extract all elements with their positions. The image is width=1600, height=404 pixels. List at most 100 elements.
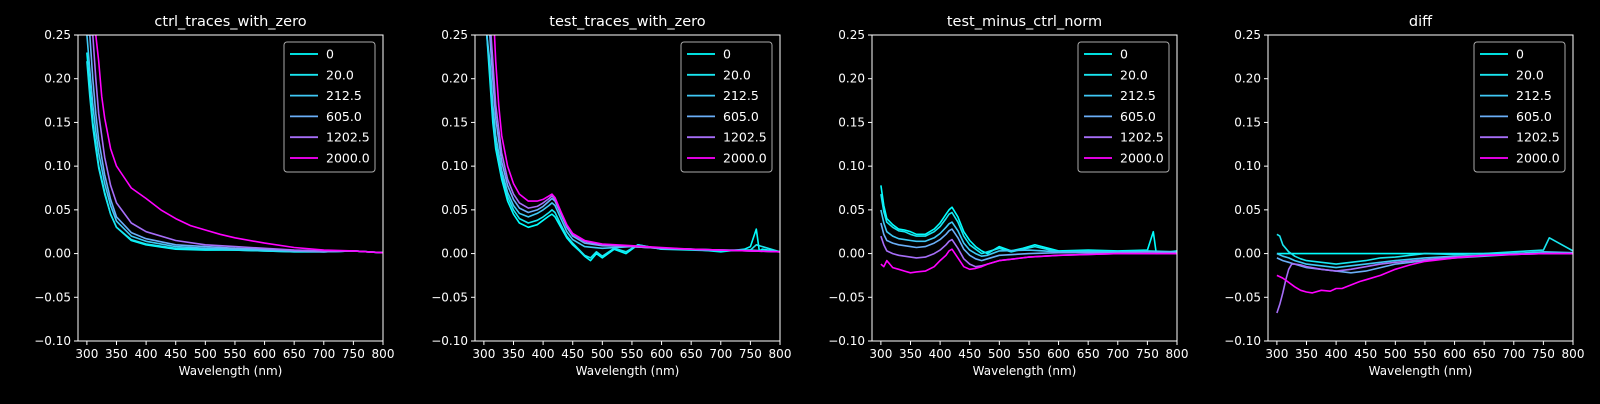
y-tick-label: 0.20 [44, 72, 71, 86]
series-group [1276, 233, 1573, 314]
x-tick-label: 300 [1265, 347, 1288, 361]
x-tick-label: 650 [283, 347, 306, 361]
legend-label: 212.5 [1516, 88, 1552, 103]
y-tick-label: −0.05 [34, 290, 71, 304]
legend-label: 20.0 [1120, 67, 1148, 82]
subplot-3: 300 350 400 450 500 550 600 650 700 750 800 −0.10 −0… [1224, 14, 1584, 378]
y-tick-label: 0.05 [441, 203, 468, 217]
y-tick-label: 0.10 [44, 159, 71, 173]
subplot-2: 300 350 400 450 500 550 600 650 700 750 800 −0.10 −0… [828, 14, 1188, 378]
axes-frame [1267, 34, 1574, 342]
series-line-0 [880, 185, 1177, 255]
x-tick-label: 700 [709, 347, 732, 361]
series-line-212.5 [880, 209, 1177, 258]
x-tick-label: 700 [1106, 347, 1129, 361]
x-tick-label: 400 [929, 347, 952, 361]
y-tick-label: 0.10 [1234, 159, 1261, 173]
y-tick-label: −0.05 [431, 290, 468, 304]
y-tick-label: 0.20 [441, 72, 468, 86]
legend-label: 605.0 [1516, 109, 1552, 124]
legend-label: 0 [326, 47, 334, 62]
legend: 0 20.0 212.5 605.0 1202.5 2000.0 [1077, 41, 1170, 173]
x-tick-label: 300 [472, 347, 495, 361]
series-group [880, 185, 1177, 274]
legend-label: 20.0 [723, 67, 751, 82]
x-tick-label: 350 [899, 347, 922, 361]
x-tick-label: 550 [223, 347, 246, 361]
legend-label: 212.5 [326, 88, 362, 103]
series-line-605.0 [880, 222, 1177, 262]
y-tick-label: −0.10 [34, 334, 71, 348]
x-tick-label: 750 [1136, 347, 1159, 361]
series-line-20.0 [486, 35, 780, 259]
y-tick-label: 0.25 [441, 28, 468, 42]
y-tick-label: −0.10 [1224, 334, 1261, 348]
x-tick-label: 350 [1295, 347, 1318, 361]
y-tick-label: 0.00 [1234, 247, 1261, 261]
y-tick-label: 0.25 [838, 28, 865, 42]
axes-frame [474, 34, 781, 342]
x-axis-label: Wavelength (nm) [973, 364, 1077, 378]
legend-label: 1202.5 [326, 130, 370, 145]
y-tick-label: −0.05 [1224, 290, 1261, 304]
y-tick-label: 0.05 [838, 203, 865, 217]
legend-label: 0 [1120, 47, 1128, 62]
legend: 0 20.0 212.5 605.0 1202.5 2000.0 [1473, 41, 1566, 173]
series-line-20.0 [1276, 233, 1573, 265]
series-line-605.0 [86, 35, 383, 254]
x-tick-label: 450 [561, 347, 584, 361]
chart-title: test_traces_with_zero [549, 14, 706, 30]
x-tick-label: 500 [194, 347, 217, 361]
x-tick-label: 550 [1017, 347, 1040, 361]
y-tick-label: 0.15 [44, 115, 71, 129]
y-tick-label: 0.15 [838, 115, 865, 129]
y-tick-label: 0.15 [441, 115, 468, 129]
x-tick-label: 450 [164, 347, 187, 361]
x-tick-label: 300 [75, 347, 98, 361]
x-tick-label: 750 [739, 347, 762, 361]
x-tick-label: 500 [591, 347, 614, 361]
y-tick-label: 0.10 [838, 159, 865, 173]
legend-label: 212.5 [723, 88, 759, 103]
x-tick-label: 400 [135, 347, 158, 361]
x-tick-label: 350 [105, 347, 128, 361]
legend-label: 2000.0 [1120, 151, 1164, 166]
y-tick-label: −0.10 [431, 334, 468, 348]
x-tick-label: 500 [988, 347, 1011, 361]
x-tick-label: 800 [1562, 347, 1585, 361]
y-tick-label: 0.25 [1234, 28, 1261, 42]
legend-label: 2000.0 [326, 151, 370, 166]
series-line-2000.0 [95, 35, 383, 254]
y-tick-label: 0.05 [44, 203, 71, 217]
x-tick-label: 400 [1325, 347, 1348, 361]
x-axis-label: Wavelength (nm) [576, 364, 680, 378]
x-tick-label: 750 [342, 347, 365, 361]
x-tick-label: 450 [958, 347, 981, 361]
x-tick-label: 800 [372, 347, 395, 361]
legend-label: 2000.0 [723, 151, 767, 166]
x-tick-label: 800 [1166, 347, 1189, 361]
x-tick-label: 600 [650, 347, 673, 361]
y-tick-label: 0.00 [838, 247, 865, 261]
legend-label: 605.0 [723, 109, 759, 124]
x-tick-label: 700 [312, 347, 335, 361]
legend-label: 1202.5 [1516, 130, 1560, 145]
x-tick-label: 450 [1354, 347, 1377, 361]
y-tick-label: 0.05 [1234, 203, 1261, 217]
x-tick-label: 750 [1532, 347, 1555, 361]
legend-label: 20.0 [326, 67, 354, 82]
series-line-1202.5 [89, 35, 383, 254]
legend-label: 212.5 [1120, 88, 1156, 103]
x-tick-label: 400 [532, 347, 555, 361]
chart-title: test_minus_ctrl_norm [947, 14, 1102, 30]
y-tick-label: 0.10 [441, 159, 468, 173]
y-tick-label: −0.10 [828, 334, 865, 348]
legend-label: 1202.5 [723, 130, 767, 145]
x-tick-label: 600 [1443, 347, 1466, 361]
x-tick-label: 650 [680, 347, 703, 361]
legend-label: 0 [723, 47, 731, 62]
subplot-0: 300 350 400 450 500 550 600 650 700 750 800 −0.10 −0… [34, 14, 394, 378]
series-group [86, 35, 383, 254]
